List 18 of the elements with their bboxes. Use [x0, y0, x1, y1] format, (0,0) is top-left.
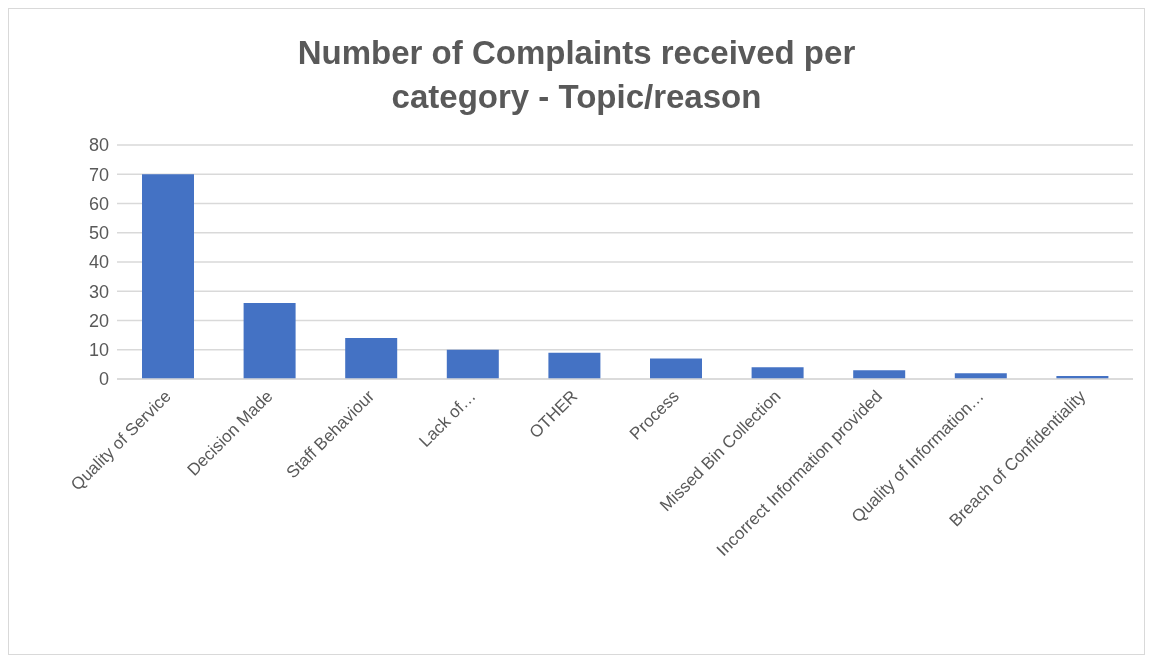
y-tick-label: 10: [88, 340, 109, 361]
bar: [345, 338, 398, 379]
y-tick-label: 60: [88, 193, 109, 214]
bar: [548, 352, 601, 379]
y-tick-label: 50: [88, 223, 109, 244]
bar: [853, 370, 906, 379]
y-tick-label: 80: [88, 135, 109, 156]
y-tick-label: 70: [88, 164, 109, 185]
bar: [446, 349, 499, 379]
bar: [751, 367, 804, 379]
y-tick-label: 30: [88, 281, 109, 302]
bar: [650, 358, 702, 379]
chart-title: Number of Complaints received per category - Topic/reason: [296, 33, 857, 117]
y-tick-label: 0: [98, 369, 109, 390]
bar: [142, 174, 194, 379]
bar: [243, 302, 296, 379]
y-tick-label: 40: [88, 252, 109, 273]
y-tick-label: 20: [88, 310, 109, 331]
